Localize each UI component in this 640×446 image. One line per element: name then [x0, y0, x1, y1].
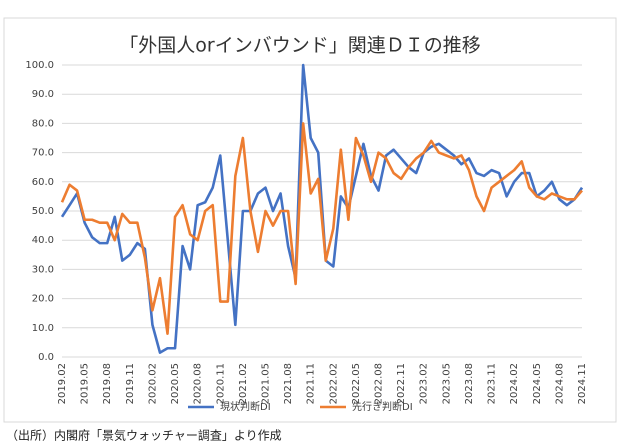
- x-tick-label: 2023.08: [464, 363, 475, 404]
- x-tick-label: 2021.11: [306, 363, 317, 404]
- x-tick-label: 2020.02: [147, 363, 158, 404]
- y-tick-label: 40.0: [32, 235, 54, 246]
- legend-label: 現状判断DI: [220, 400, 271, 413]
- x-tick-label: 2023.02: [419, 363, 430, 404]
- x-tick-label: 2022.08: [374, 363, 385, 404]
- source-note: （出所）内閣府「景気ウォッチャー調査」より作成: [6, 428, 282, 443]
- legend-label: 先行き判断DI: [352, 400, 413, 413]
- y-tick-label: 50.0: [32, 206, 54, 217]
- x-tick-label: 2022.05: [351, 363, 362, 404]
- y-tick-label: 60.0: [32, 177, 54, 188]
- x-tick-label: 2024.11: [577, 363, 588, 404]
- x-tick-label: 2020.11: [215, 363, 226, 404]
- x-tick-label: 2024.05: [532, 363, 543, 404]
- x-tick-label: 2021.05: [260, 363, 271, 404]
- y-tick-label: 90.0: [32, 89, 54, 100]
- chart-title: 「外国人orインバウンド」関連ＤＩの推移: [119, 35, 480, 57]
- x-tick-label: 2020.08: [193, 363, 204, 404]
- y-tick-label: 30.0: [32, 264, 54, 275]
- chart-frame: [3, 17, 617, 423]
- x-tick-label: 2020.05: [170, 363, 181, 404]
- series-line: [60, 122, 583, 335]
- x-tick-label: 2023.11: [487, 363, 498, 404]
- x-tick-label: 2019.02: [57, 363, 68, 404]
- x-tick-label: 2019.05: [80, 363, 91, 404]
- y-tick-label: 0.0: [38, 352, 54, 363]
- y-tick-label: 100.0: [25, 60, 54, 71]
- y-tick-label: 70.0: [32, 148, 54, 159]
- y-tick-label: 10.0: [32, 323, 54, 334]
- x-tick-label: 2023.05: [441, 363, 452, 404]
- y-tick-label: 80.0: [32, 118, 54, 129]
- y-tick-label: 20.0: [32, 294, 54, 305]
- x-tick-label: 2019.08: [102, 363, 113, 404]
- x-tick-label: 2024.02: [509, 363, 520, 404]
- x-tick-label: 2021.08: [283, 363, 294, 404]
- x-tick-label: 2024.08: [554, 363, 565, 404]
- x-tick-label: 2019.11: [125, 363, 136, 404]
- x-tick-label: 2021.02: [238, 363, 249, 404]
- x-tick-label: 2022.02: [328, 363, 339, 404]
- x-tick-label: 2022.11: [396, 363, 407, 404]
